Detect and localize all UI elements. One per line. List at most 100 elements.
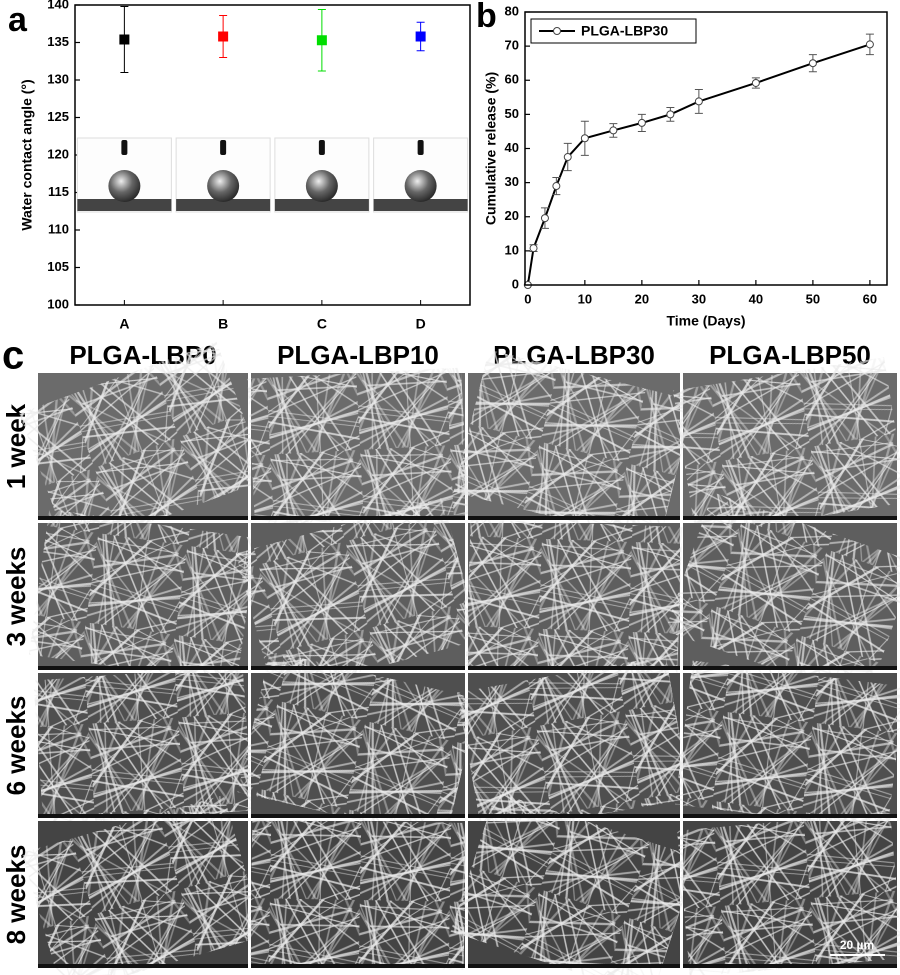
inset-needle [318, 140, 325, 155]
x-tick-label: D [416, 316, 426, 332]
y-tick-label: 110 [48, 221, 69, 236]
inset-needle [417, 140, 424, 155]
data-point [552, 182, 561, 191]
sem-texture [28, 509, 258, 684]
sem-info-bar [251, 516, 465, 520]
y-tick-label: 10 [505, 242, 519, 257]
x-tick-label: C [317, 316, 327, 332]
sem-info-bar [38, 964, 248, 968]
sem-info-bar [251, 964, 465, 968]
y-axis-label: Water contact angle (°) [19, 79, 35, 230]
sem-texture [21, 794, 265, 975]
sem-texture [235, 497, 481, 696]
x-tick-label: 10 [578, 291, 592, 306]
data-point [316, 35, 327, 46]
x-tick-label: 50 [806, 291, 820, 306]
panel-label: a [8, 1, 28, 39]
sem-info-bar [38, 814, 248, 818]
sem-texture [237, 650, 479, 841]
data-point [119, 34, 130, 45]
y-tick-label: 40 [505, 140, 519, 155]
plot-frame [74, 4, 471, 306]
x-axis-label: Time (Days) [666, 313, 745, 329]
sem-info-bar [468, 516, 680, 520]
data-point [637, 118, 646, 127]
sem-texture [249, 819, 467, 970]
inset-droplet [305, 170, 338, 202]
sem-info-bar [468, 814, 680, 818]
sem-texture [33, 665, 253, 826]
inset-substrate [373, 199, 468, 211]
x-tick-label: 0 [524, 291, 531, 306]
sem-texture [677, 811, 900, 975]
data-point [666, 110, 675, 119]
y-tick-label: 20 [505, 208, 519, 223]
inset-substrate [77, 199, 172, 211]
sem-texture [453, 349, 695, 544]
data-point [563, 153, 572, 162]
y-tick-label: 30 [505, 174, 519, 189]
sem-info-bar [468, 666, 680, 670]
y-tick-label: 0 [512, 276, 519, 291]
data-point [808, 59, 817, 68]
y-tick-label: 60 [505, 72, 519, 87]
sem-info-bar [683, 516, 897, 520]
row-label: 6 weeks [1, 696, 31, 796]
data-point [609, 126, 618, 135]
y-tick-label: 70 [505, 38, 519, 53]
column-label: PLGA-LBP10 [277, 340, 439, 370]
y-tick-label: 130 [47, 71, 69, 86]
sem-texture [672, 357, 900, 536]
legend-label: PLGA-LBP30 [581, 23, 668, 39]
x-tick-label: B [218, 316, 228, 332]
data-point [694, 97, 703, 106]
sem-info-bar [38, 516, 248, 520]
x-tick-label: 20 [635, 291, 649, 306]
sem-texture [450, 791, 698, 975]
data-point [218, 31, 229, 42]
y-tick-label: 105 [47, 259, 69, 274]
sem-texture [664, 492, 900, 701]
panel-label: c [2, 334, 24, 378]
sem-info-bar [251, 666, 465, 670]
sem-info-bar [683, 666, 897, 670]
data-point [865, 40, 874, 49]
y-axis-label: Cumulative release (%) [483, 72, 499, 225]
y-tick-label: 135 [47, 34, 69, 49]
x-tick-label: 30 [692, 291, 706, 306]
sem-texture [465, 519, 683, 674]
data-point [580, 134, 589, 143]
sem-info-bar [468, 964, 680, 968]
y-tick-label: 140 [47, 0, 69, 11]
sem-info-bar [38, 666, 248, 670]
sem-texture [19, 341, 267, 552]
x-tick-label: A [119, 316, 129, 332]
row-label: 3 weeks [1, 547, 31, 647]
y-tick-label: 50 [505, 106, 519, 121]
y-tick-label: 120 [47, 146, 69, 161]
inset-droplet [207, 170, 240, 202]
inset-droplet [108, 170, 141, 202]
inset-substrate [176, 199, 271, 211]
sem-info-bar [683, 814, 897, 818]
plot-frame [524, 11, 888, 286]
data-point [751, 78, 760, 87]
x-tick-label: 40 [749, 291, 763, 306]
scale-bar-label: 20 µm [840, 938, 874, 952]
inset-needle [121, 140, 128, 155]
y-tick-label: 100 [47, 296, 69, 311]
data-point [415, 31, 426, 42]
sem-texture [674, 660, 900, 831]
series-line [526, 43, 871, 286]
sem-texture [247, 367, 469, 526]
y-tick-label: 80 [505, 3, 519, 18]
sem-info-bar [683, 964, 897, 968]
inset-droplet [404, 170, 437, 202]
sem-info-bar [251, 814, 465, 818]
y-tick-label: 115 [48, 184, 69, 199]
panel-label: b [476, 0, 497, 35]
x-tick-label: 60 [863, 291, 877, 306]
legend-marker [553, 27, 561, 35]
data-point [529, 244, 538, 253]
